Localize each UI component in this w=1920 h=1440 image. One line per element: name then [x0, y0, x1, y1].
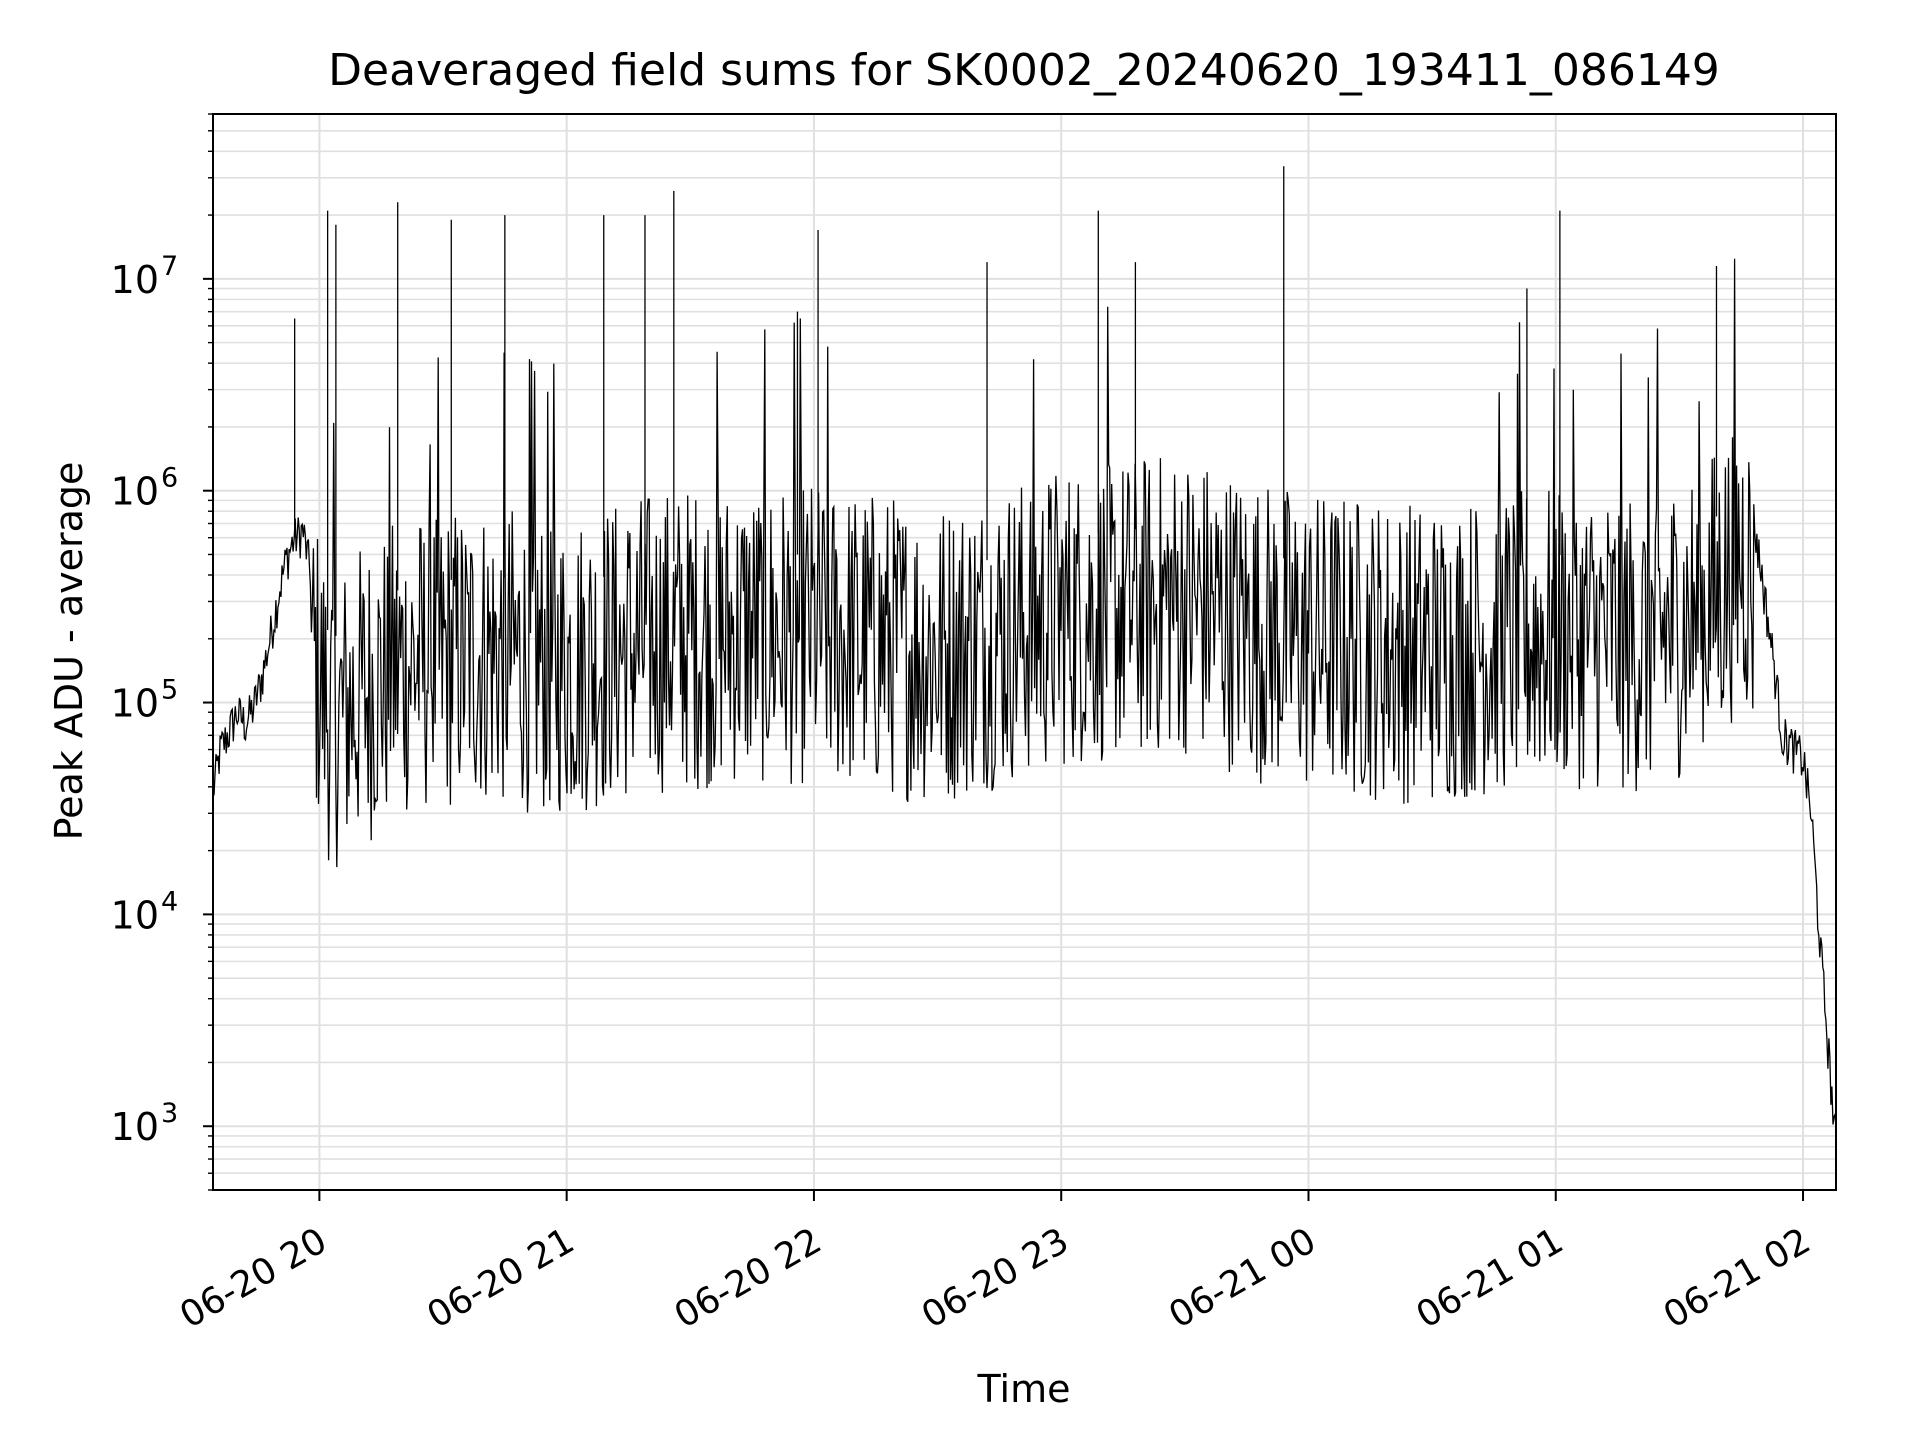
x-axis-label: Time [977, 1367, 1071, 1411]
major-ticks [203, 277, 1805, 1201]
plot-frame [212, 113, 1837, 1191]
y-tick-exponent: 3 [161, 1098, 178, 1129]
y-tick-exponent: 6 [161, 463, 178, 494]
series-line [212, 258, 1837, 1130]
y-tick-label: 10 [111, 893, 159, 937]
chart-title: Deaveraged field sums for SK0002_2024062… [328, 45, 1720, 96]
y-tick-label: 10 [111, 258, 159, 302]
y-axis-label: Peak ADU - average [47, 462, 91, 841]
y-tick-exponent: 5 [161, 675, 178, 706]
y-tick-exponent: 4 [161, 886, 178, 917]
y-tick-label: 10 [111, 470, 159, 514]
spike-series [294, 166, 1718, 636]
y-tick-label: 10 [111, 682, 159, 726]
y-tick-label: 10 [111, 1105, 159, 1149]
y-tick-exponent: 7 [161, 251, 178, 282]
